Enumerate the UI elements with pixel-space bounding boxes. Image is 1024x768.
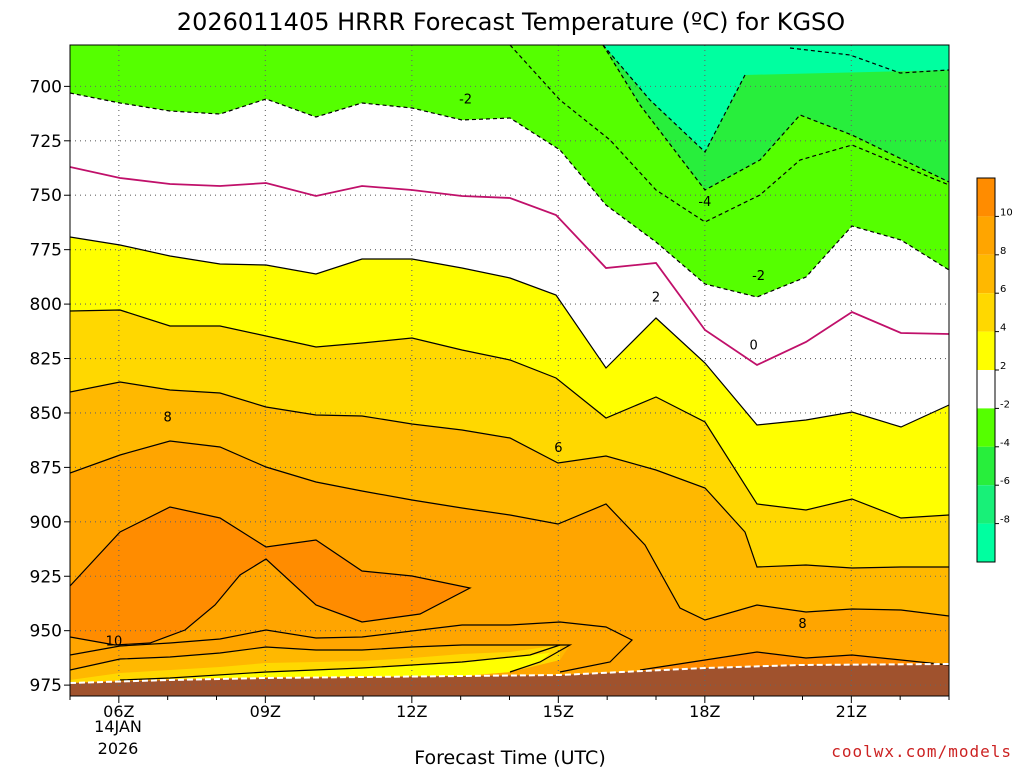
colorbar-tick-label: 8: [1000, 246, 1006, 257]
colorbar-bin: [977, 370, 995, 409]
x-tick-label: 09Z: [250, 702, 281, 721]
colorbar-tick-label: 4: [1000, 323, 1006, 334]
gridlines: [70, 45, 949, 696]
x-date-line-1: 14JAN: [94, 717, 142, 736]
contour-10-lower: [70, 506, 472, 646]
freezing-line-0c: [70, 166, 949, 367]
y-tick-label: 975: [30, 676, 62, 696]
y-tick-label: 875: [30, 458, 62, 478]
x-tick-label: 18Z: [689, 702, 720, 721]
colorbar-tick-label: -4: [1000, 438, 1010, 449]
colorbar-tick-label: -2: [1000, 399, 1010, 410]
contour-4: [70, 309, 949, 519]
surface-line: [70, 663, 949, 684]
y-tick-label: 700: [30, 77, 62, 97]
credit-text: coolwx.com/models: [831, 742, 1012, 761]
band-above-10-lower: [70, 507, 470, 645]
colorbar-tick-label: -8: [1000, 515, 1010, 526]
colorbar-bin: [977, 446, 995, 486]
y-tick-label: 725: [30, 132, 62, 152]
colorbar-bin: [977, 331, 995, 370]
colorbar-bin: [977, 523, 995, 562]
contour-label: 6: [554, 441, 562, 456]
contour-label: 8: [798, 617, 806, 632]
contour-label: 8: [164, 410, 172, 425]
colorbar-tick-label: 10: [1000, 207, 1013, 218]
x-axis: 06Z 09Z 12Z 15Z 18Z 21Z: [69, 696, 950, 721]
plot-area: [70, 45, 949, 696]
colorbar-bin: [977, 293, 995, 332]
y-tick-label: 825: [30, 350, 62, 370]
band-8-to-10: [70, 441, 949, 696]
contour-near-surface-2: [70, 644, 573, 673]
chart-title: 2026011405 HRRR Forecast Temperature (ºC…: [177, 8, 845, 36]
colorbar-bin: [977, 254, 995, 294]
contour-2: [70, 236, 949, 428]
y-tick-label: 925: [30, 567, 62, 587]
colorbar-bin: [977, 178, 995, 217]
band-minus8-to-minus6: [603, 45, 949, 152]
contour-label: -2: [459, 92, 472, 107]
colorbar-bin: [977, 216, 995, 255]
contour-minus8-dashed: [602, 45, 746, 153]
contour-near-surface-1: [70, 621, 634, 673]
x-date-line-2: 2026: [98, 739, 139, 758]
y-tick-label: 800: [30, 295, 62, 315]
contour-label: 2: [652, 291, 660, 306]
colorbar-tick-label: -6: [1000, 476, 1010, 487]
colorbar-tick-label: 2: [1000, 361, 1006, 372]
contour-label: -4: [698, 195, 711, 210]
contour-6: [70, 381, 949, 569]
colorbar-bin: [977, 485, 995, 524]
contour-label: -2: [752, 269, 765, 284]
y-tick-label: 750: [30, 186, 62, 206]
ground-fill: [70, 664, 949, 696]
contour-lines: [70, 45, 949, 681]
y-tick-label: 850: [30, 404, 62, 424]
y-tick-label: 950: [30, 622, 62, 642]
contour-8: [70, 440, 949, 621]
contour-label: 10: [106, 635, 123, 650]
colorbar-bin: [977, 408, 995, 447]
colorbar: 10 8 6 4 2 -2 -4 -6 -8: [976, 177, 1013, 563]
x-axis-title: Forecast Time (UTC): [414, 747, 605, 768]
x-tick-label: 06Z: [103, 702, 134, 721]
y-axis: 700 725 750 775 800 825 850 875 900 925 950 975: [30, 77, 70, 696]
band-near-surface-2-to-4: [120, 653, 550, 680]
contour-minus4-dashed: [509, 45, 949, 223]
contour-minus2-dashed: [70, 92, 949, 298]
contour-minus6-dashed: [602, 45, 949, 191]
y-tick-label: 900: [30, 513, 62, 533]
contour-near-surface-right: [639, 651, 949, 671]
x-tick-label: 21Z: [836, 702, 867, 721]
y-tick-label: 775: [30, 241, 62, 261]
contour-minus8-top-dashed: [789, 47, 949, 74]
colorbar-tick-label: 6: [1000, 284, 1006, 295]
contour-label: 0: [750, 338, 758, 353]
x-tick-label: 15Z: [543, 702, 574, 721]
contour-near-surface-3: [119, 644, 561, 681]
x-tick-label: 12Z: [396, 702, 427, 721]
contour-labels: -2 -4 -2 2 0 8 6 8 10: [106, 92, 807, 650]
